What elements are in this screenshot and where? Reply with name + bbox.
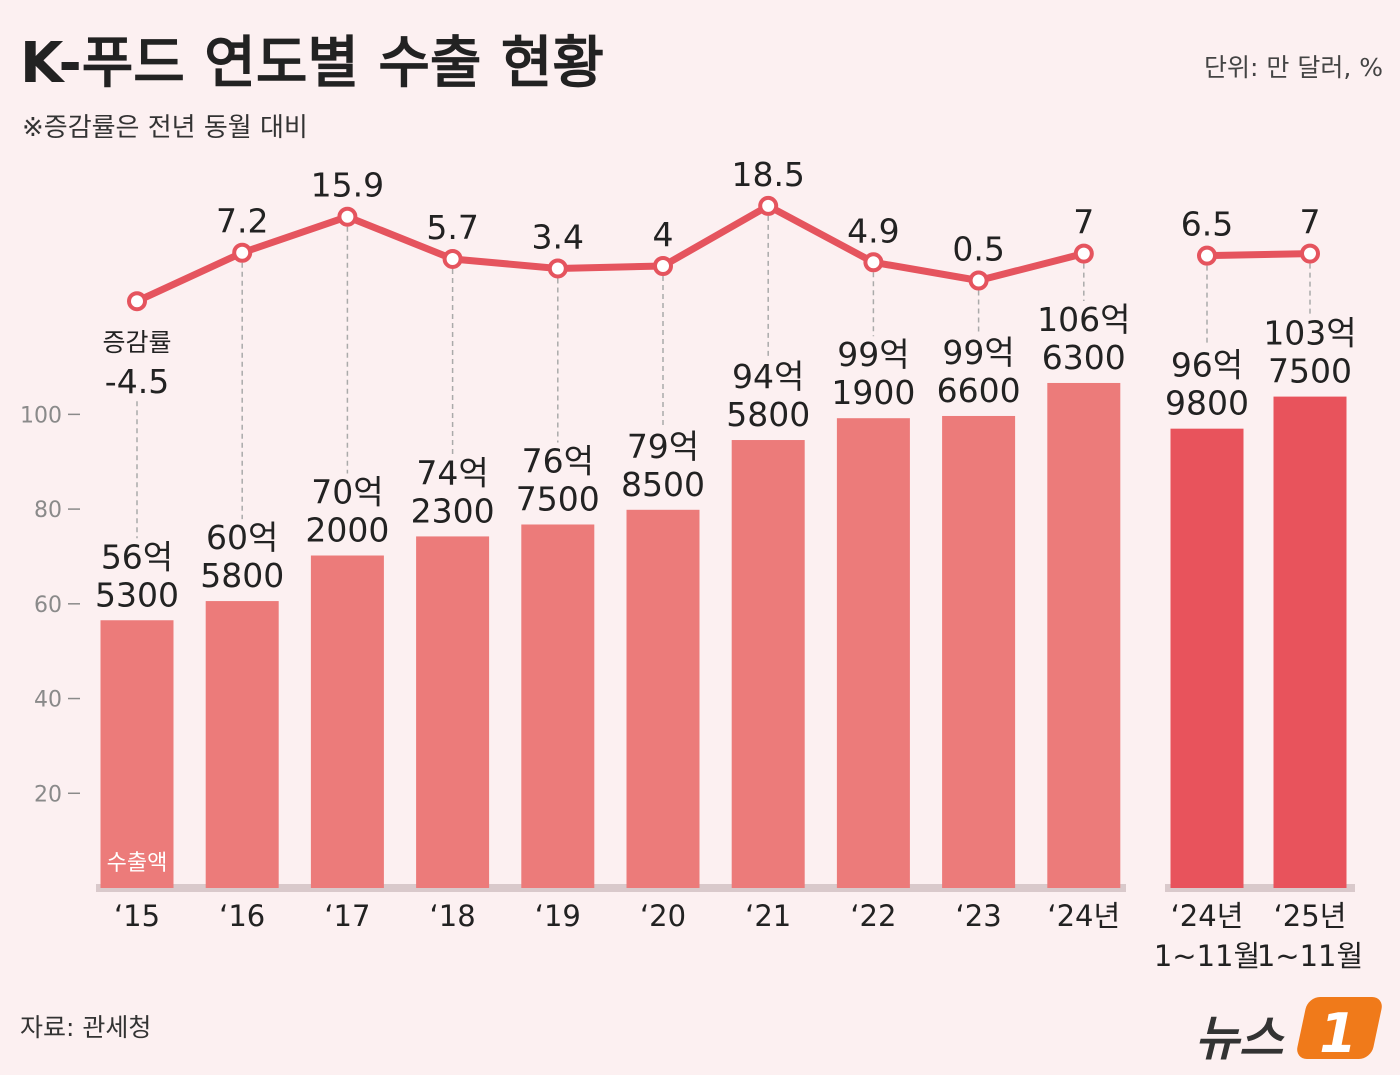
line-point	[337, 206, 358, 227]
y-tick-label: 80	[34, 498, 62, 523]
x-tick-label: ‘24년	[1047, 899, 1120, 933]
x-tick-label: ‘15	[114, 899, 160, 933]
subtitle: ※증감률은 전년 동월 대비	[22, 113, 308, 143]
bar	[205, 601, 279, 888]
line-value-label: -4.5	[105, 362, 169, 401]
x-tick-label: ‘23	[956, 899, 1002, 933]
line-point	[442, 248, 463, 269]
x-tick-label: ‘24년 1~11월	[1154, 899, 1260, 973]
bar-value-label: 99억 1900	[831, 335, 915, 412]
line-point	[1300, 243, 1320, 264]
bar	[100, 620, 174, 888]
logo-box	[1297, 997, 1382, 1059]
bar-value-label: 74억 2300	[411, 453, 495, 530]
bar	[1047, 382, 1121, 888]
title: K-푸드 연도별 수출 현황	[20, 31, 604, 96]
y-tick-label: 100	[20, 403, 62, 428]
line-value-label: 0.5	[952, 230, 1004, 269]
bar-value-label: 99억 6600	[937, 333, 1021, 410]
x-tick-label: ‘20	[640, 899, 686, 933]
line-value-label: 4.9	[847, 211, 899, 250]
baseline-shadow	[1165, 884, 1355, 892]
line	[135, 202, 1085, 305]
x-tick-label: ‘25년 1~11월	[1257, 899, 1363, 973]
x-tick-label: ‘19	[535, 899, 581, 933]
line-value-label: 5.7	[426, 208, 478, 247]
bar	[416, 536, 490, 888]
line-value-label: 7	[1073, 203, 1094, 242]
line-point	[863, 252, 884, 273]
line-value-label: 4	[653, 215, 674, 254]
bar-value-label: 56억 5300	[95, 537, 179, 614]
unit: 단위: 만 달러, %	[1204, 53, 1383, 82]
y-tick-label: 20	[34, 782, 62, 807]
line-value-label: 3.4	[532, 217, 584, 256]
bar-series-name: 수출액	[107, 851, 168, 876]
bar-value-label: 103억 7500	[1263, 314, 1356, 391]
bar-value-label: 60억 5800	[200, 518, 284, 595]
line-series-name: 증감률	[102, 328, 171, 357]
line-point	[232, 242, 253, 263]
bar	[310, 555, 384, 888]
bar-value-label: 94억 5800	[726, 357, 810, 434]
y-tick-label: 40	[34, 688, 62, 713]
logo-number: 1	[1319, 1002, 1357, 1065]
x-tick-label: ‘17	[324, 899, 370, 933]
logo-text: 뉴스	[1195, 1011, 1285, 1067]
line-point	[758, 195, 779, 216]
x-tick-label: ‘18	[430, 899, 476, 933]
bar-value-label: 79억 8500	[621, 427, 705, 504]
bar-value-label: 106억 6300	[1037, 300, 1130, 377]
line-point	[1073, 243, 1094, 264]
line-point	[653, 256, 673, 276]
line-value-label: 6.5	[1181, 205, 1233, 244]
baseline-shadow	[96, 884, 1126, 892]
x-tick-label: ‘16	[219, 899, 265, 933]
bar-value-label: 76억 7500	[516, 441, 600, 518]
line-value-label: 7.2	[216, 202, 268, 241]
bar	[836, 418, 910, 888]
x-tick-label: ‘21	[745, 899, 791, 933]
bar	[942, 415, 1016, 888]
line-value-label: 7	[1300, 203, 1321, 242]
line-point	[127, 291, 147, 312]
bar-value-label: 70억 2000	[305, 473, 389, 550]
line-point	[547, 258, 568, 279]
bar	[521, 524, 595, 888]
source: 자료: 관세청	[20, 1013, 151, 1042]
line	[1206, 250, 1311, 260]
line-point	[968, 270, 989, 291]
bar	[1170, 428, 1244, 888]
line-point	[1197, 245, 1217, 266]
y-tick-label: 60	[34, 593, 62, 618]
line-value-label: 18.5	[731, 155, 804, 194]
bar	[1273, 396, 1347, 888]
bar-value-label: 96억 9800	[1165, 346, 1249, 423]
bar	[626, 509, 700, 888]
x-tick-label: ‘22	[850, 899, 896, 933]
line-value-label: 15.9	[311, 166, 384, 205]
bar	[731, 440, 805, 888]
